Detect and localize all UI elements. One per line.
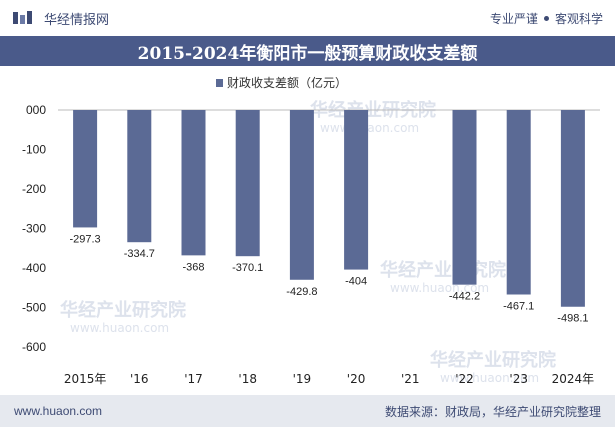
- bar-value-label: -498.1: [557, 313, 588, 325]
- watermark-cn: 华经产业研究院: [430, 349, 556, 371]
- bar: [73, 110, 98, 228]
- y-tick-label: -100: [22, 143, 46, 157]
- bar-value-label: -297.3: [69, 233, 100, 245]
- watermark-cn: 华经产业研究院: [380, 259, 506, 281]
- x-tick-label: 2024年: [552, 372, 595, 386]
- y-tick-label: -400: [22, 261, 46, 275]
- huajing-logo-icon: [13, 11, 32, 24]
- website-link[interactable]: www.huaon.com: [14, 404, 103, 418]
- bar-value-label: -404: [345, 276, 367, 288]
- bar: [235, 110, 260, 257]
- bar: [506, 110, 531, 295]
- bar: [289, 110, 314, 280]
- bar-value-label: -370.1: [232, 262, 263, 274]
- bar-value-label: -442.2: [449, 291, 480, 303]
- data-source: 数据来源：财政局，华经产业研究院整理: [384, 404, 601, 419]
- x-tick-label: '16: [130, 372, 149, 386]
- x-tick-label: 2015年: [64, 372, 107, 386]
- bar-value-label: -429.8: [286, 286, 317, 298]
- y-axis: 000 -100 -200 -300 -400 -500 -600: [22, 103, 600, 354]
- tag-objective: 客观科学: [554, 11, 603, 26]
- x-tick-label: '19: [293, 372, 312, 386]
- legend-swatch: [216, 79, 223, 87]
- dot-separator-icon: [543, 15, 549, 21]
- bar: [181, 110, 206, 256]
- bar-value-label: -368: [182, 261, 204, 273]
- brand-name: 华经情报网: [44, 11, 110, 27]
- bar-value-label: -467.1: [503, 301, 534, 313]
- x-axis: 2015年 '16 '17 '18 '19 '20 '21 '22 '23 2024年: [64, 372, 594, 386]
- y-tick-label: 000: [26, 103, 46, 117]
- slogan-tags: 专业严谨 客观科学: [490, 10, 603, 27]
- chart-legend: 财政收支差额（亿元）: [216, 75, 347, 90]
- bar: [560, 110, 585, 307]
- watermark-en: www.huaon.com: [70, 321, 169, 335]
- footer-bar: www.huaon.com 数据来源：财政局，华经产业研究院整理: [0, 395, 615, 427]
- watermark-cn: 华经产业研究院: [60, 299, 186, 321]
- bar: [127, 110, 152, 243]
- watermark-en: www.huaon.com: [320, 121, 419, 135]
- chart-title-bar: 2015-2024年衡阳市一般预算财政收支差额: [0, 36, 615, 66]
- bar-value-label: -334.7: [124, 248, 155, 260]
- bar: [344, 110, 369, 270]
- x-tick-label: '17: [184, 372, 203, 386]
- bar: [452, 110, 477, 285]
- brand: 华经情报网: [12, 9, 109, 28]
- y-tick-label: -600: [22, 340, 46, 354]
- top-bar: 华经情报网 专业严谨 客观科学: [0, 0, 615, 36]
- tag-professional: 专业严谨: [489, 11, 538, 26]
- x-tick-label: '21: [401, 372, 420, 386]
- y-tick-label: -200: [22, 182, 46, 196]
- data-labels: -297.3 -334.7 -368 -370.1 -429.8 -404 -442.2 -4…: [69, 233, 588, 324]
- chart-title: 2015-2024年衡阳市一般预算财政收支差额: [137, 43, 478, 64]
- bar-series: [73, 110, 585, 307]
- y-tick-label: -500: [22, 301, 46, 315]
- legend-label: 财政收支差额（亿元）: [227, 75, 347, 90]
- x-tick-label: '18: [238, 372, 257, 386]
- x-tick-label: '20: [347, 372, 366, 386]
- x-tick-label: '23: [509, 372, 528, 386]
- y-tick-label: -300: [22, 222, 46, 236]
- watermark-en: www.huaon.com: [440, 371, 539, 385]
- bar-chart: 华经产业研究院www.huaon.com华经产业研究院www.huaon.com…: [22, 75, 600, 386]
- x-tick-label: '22: [455, 372, 474, 386]
